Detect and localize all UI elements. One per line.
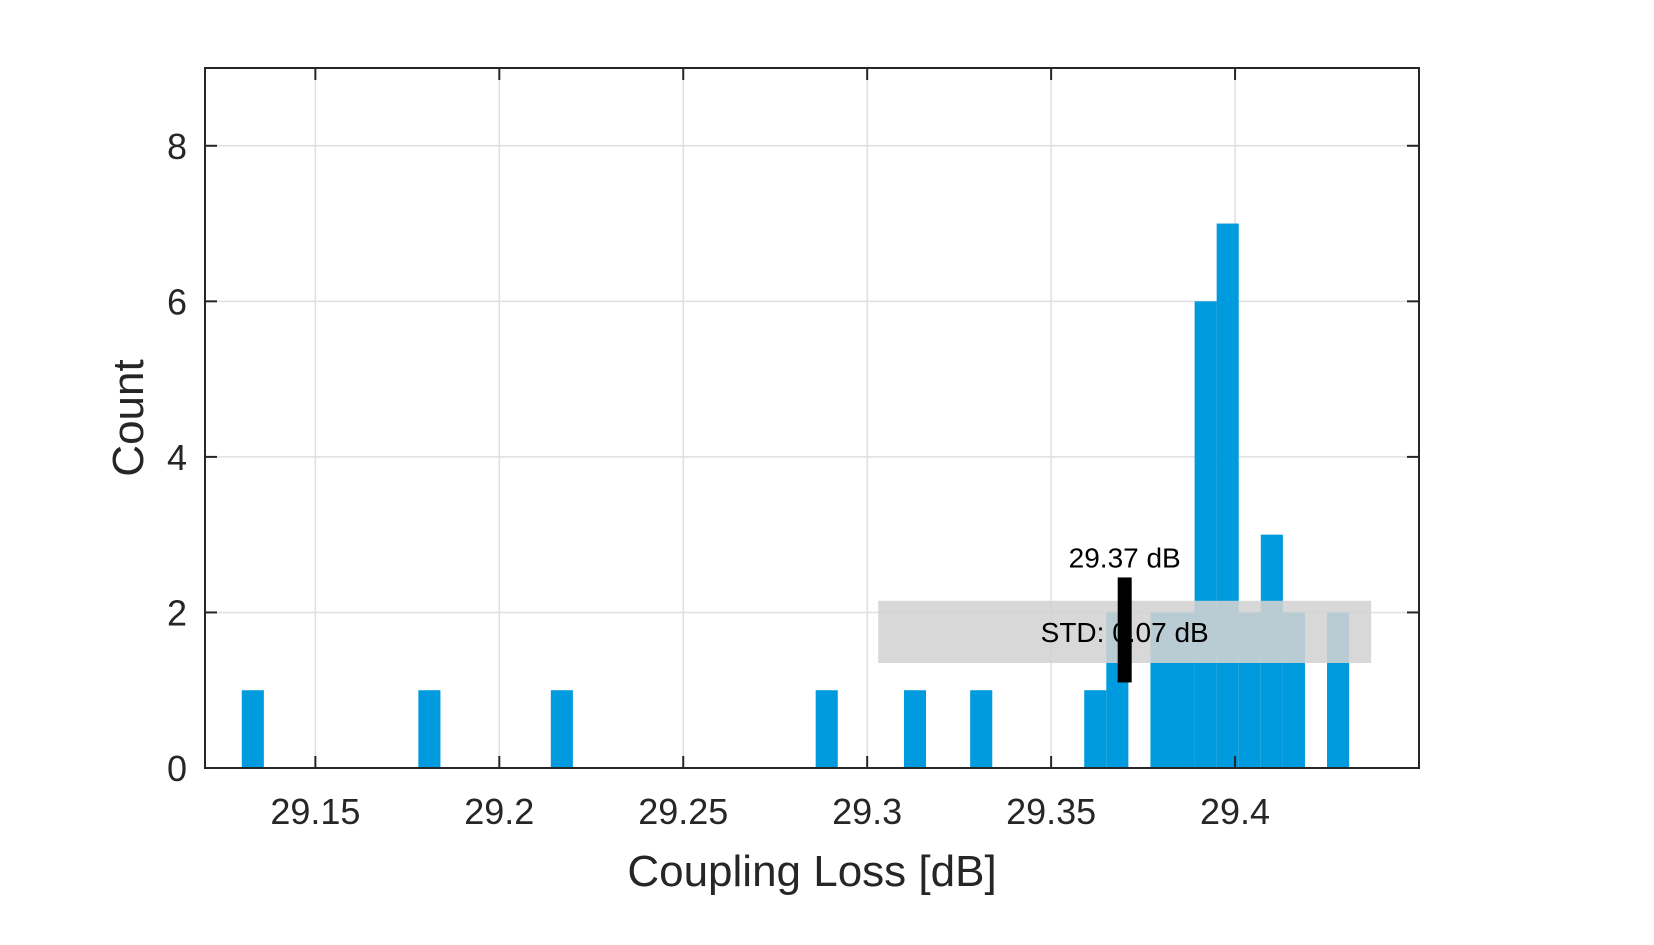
- y-tick-label: 2: [167, 592, 187, 633]
- histogram-bar: [903, 690, 927, 768]
- plot-frame: [204, 67, 1420, 769]
- x-tick-label: 29.3: [832, 791, 902, 832]
- x-tick-label: 29.2: [464, 791, 534, 832]
- y-tick-label: 6: [167, 281, 187, 322]
- x-tick-label: 29.15: [270, 791, 360, 832]
- histogram-bar: [550, 690, 573, 768]
- histogram-bar: [241, 690, 264, 768]
- histogram-bar: [1216, 223, 1239, 769]
- histogram-bar: [418, 690, 441, 768]
- mean-marker: [1117, 577, 1132, 683]
- histogram-bars: [241, 223, 1350, 769]
- histogram-bar: [970, 690, 993, 768]
- y-axis-title: Count: [104, 359, 153, 476]
- x-axis-title: Coupling Loss [dB]: [627, 847, 996, 896]
- y-tick-label: 4: [167, 437, 187, 478]
- std-label: STD: 0.07 dB: [1041, 617, 1209, 648]
- histogram-bar: [1194, 301, 1217, 768]
- y-tick-label: 8: [167, 126, 187, 167]
- x-tick-label: 29.4: [1200, 791, 1270, 832]
- axis-ticks: 29.15 29.2 29.25 29.3 29.35 29.4 0 2 4 6 8: [167, 68, 1419, 832]
- histogram-bar: [1084, 690, 1107, 768]
- x-tick-label: 29.25: [638, 791, 728, 832]
- mean-label: 29.37 dB: [1069, 542, 1181, 573]
- annotations: 29.37 dB STD: 0.07 dB: [878, 542, 1372, 683]
- histogram-bar: [815, 690, 838, 768]
- x-tick-label: 29.35: [1006, 791, 1096, 832]
- y-tick-label: 0: [167, 748, 187, 789]
